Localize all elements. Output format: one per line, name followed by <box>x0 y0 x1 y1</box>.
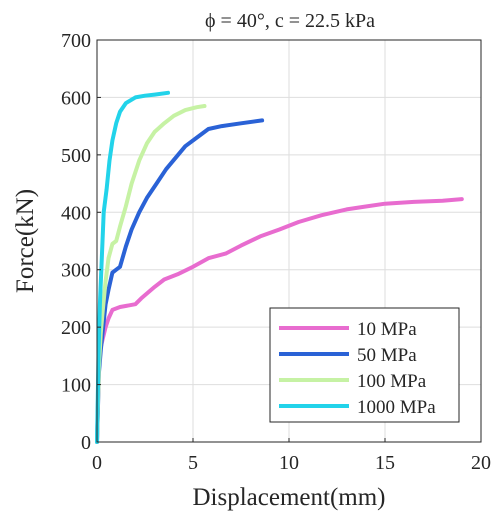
chart-title: ϕ = 40°, c = 22.5 kPa <box>205 10 375 32</box>
y-tick-label: 300 <box>61 260 91 282</box>
y-axis-label: Force(kN) <box>12 189 39 293</box>
legend-label: 100 MPa <box>357 371 427 392</box>
y-tick-label: 200 <box>61 317 91 339</box>
series-layer <box>95 90 464 444</box>
legend-label: 10 MPa <box>357 319 417 340</box>
x-tick-label: 10 <box>279 452 299 474</box>
legend: 10 MPa 50 MPa 100 MPa 1000 MPa <box>269 307 460 423</box>
legend-label: 1000 MPa <box>357 397 436 418</box>
series-line <box>95 90 170 444</box>
series-line <box>95 104 207 444</box>
y-tick-label: 700 <box>61 30 91 52</box>
x-tick-label: 15 <box>375 452 395 474</box>
x-tick-label: 5 <box>188 452 198 474</box>
y-tick-label: 600 <box>61 87 91 109</box>
y-tick-label: 100 <box>61 375 91 397</box>
y-tick-label: 0 <box>81 432 91 454</box>
y-tick-label: 400 <box>61 202 91 224</box>
x-tick-label: 20 <box>471 452 491 474</box>
x-axis-label: Displacement(mm) <box>193 484 386 511</box>
y-tick-label: 500 <box>61 145 91 167</box>
series-line <box>95 197 464 444</box>
x-tick-label: 0 <box>92 452 102 474</box>
legend-label: 50 MPa <box>357 345 417 366</box>
series-line <box>95 118 265 444</box>
